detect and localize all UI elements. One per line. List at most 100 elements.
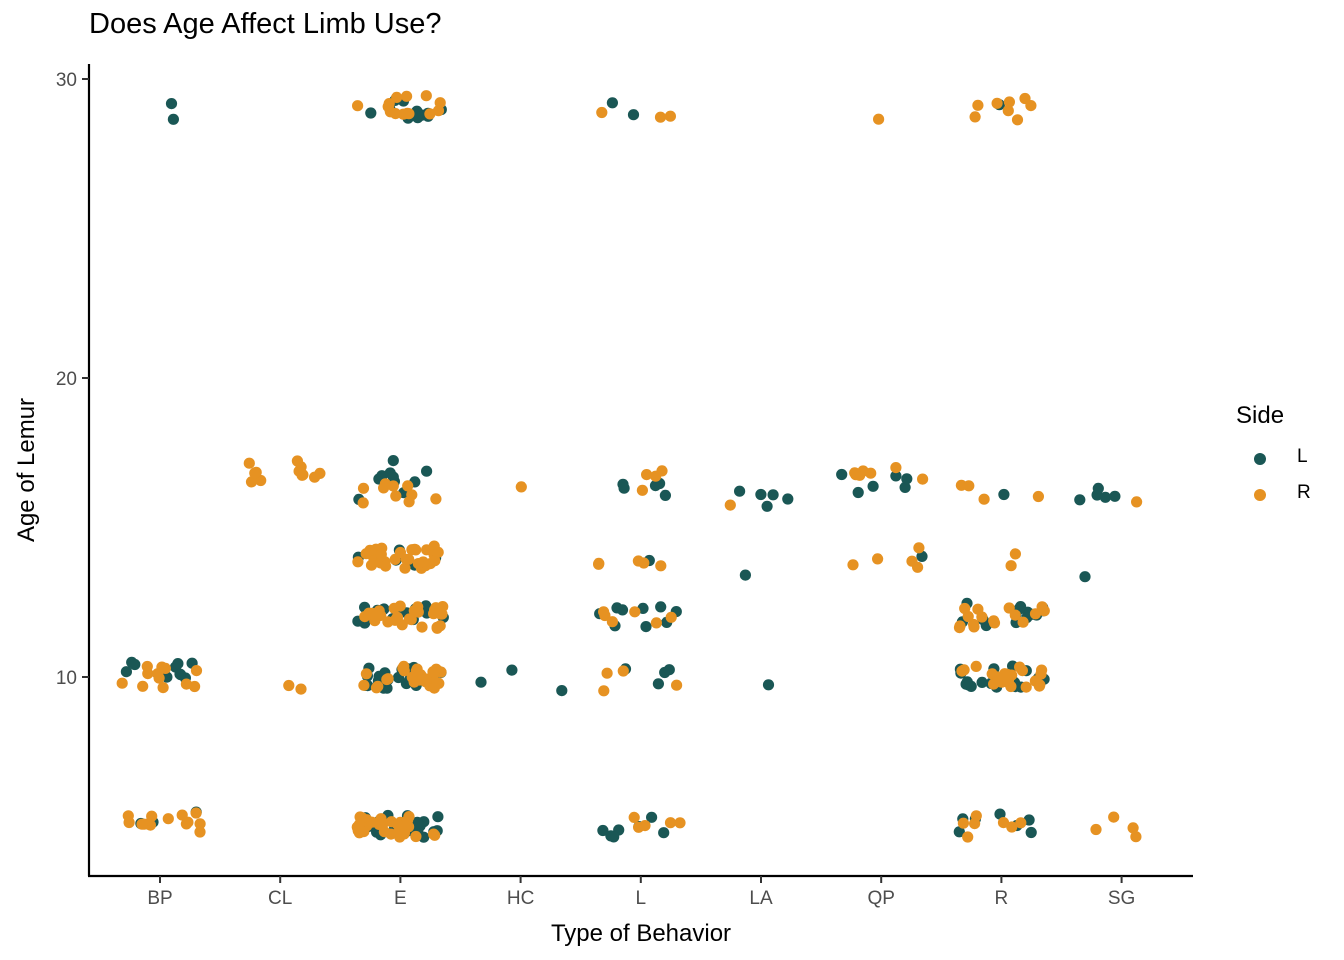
point-r-bp bbox=[157, 682, 169, 694]
point-r-bp bbox=[137, 680, 149, 692]
point-l-qp bbox=[836, 468, 848, 481]
point-l-bp bbox=[165, 98, 178, 110]
point-l-sg bbox=[1092, 482, 1104, 494]
y-tick-label: 30 bbox=[56, 70, 77, 91]
point-l-la bbox=[762, 679, 775, 691]
point-l-la bbox=[755, 488, 767, 501]
point-r-e bbox=[357, 497, 369, 509]
point-r-l bbox=[665, 611, 677, 623]
point-l-l bbox=[627, 109, 640, 121]
x-tick-label-sg: SG bbox=[1108, 888, 1135, 909]
point-r-e bbox=[401, 90, 413, 102]
point-r-r bbox=[991, 97, 1003, 109]
point-r-l bbox=[639, 820, 651, 832]
point-r-sg bbox=[1108, 811, 1120, 823]
point-r-r bbox=[972, 603, 984, 615]
point-r-e bbox=[416, 621, 428, 633]
point-r-r bbox=[1005, 560, 1017, 572]
point-r-e bbox=[382, 101, 394, 113]
point-r-qp bbox=[849, 467, 861, 479]
point-l-l bbox=[649, 480, 662, 492]
point-r-e bbox=[369, 610, 381, 623]
point-r-e bbox=[375, 548, 387, 561]
point-r-r bbox=[1020, 681, 1032, 693]
point-l-l bbox=[659, 489, 672, 501]
point-r-r bbox=[1036, 601, 1048, 613]
point-r-e bbox=[394, 546, 406, 559]
point-r-bp bbox=[182, 816, 194, 828]
point-r-e bbox=[377, 818, 389, 831]
point-r-e bbox=[420, 673, 432, 685]
x-tick-label-hc: HC bbox=[507, 888, 534, 909]
point-r-r bbox=[1015, 817, 1027, 829]
point-l-la bbox=[782, 493, 794, 505]
point-r-e bbox=[353, 818, 365, 831]
point-l-l bbox=[655, 601, 667, 613]
point-r-l bbox=[628, 811, 640, 824]
point-l-sg bbox=[1099, 491, 1111, 503]
point-l-bp bbox=[174, 668, 186, 680]
point-l-e bbox=[432, 811, 444, 823]
point-r-e bbox=[358, 679, 370, 691]
point-l-hc bbox=[475, 676, 487, 688]
x-tick-label-la: LA bbox=[749, 888, 773, 909]
points-layer bbox=[116, 90, 1143, 843]
point-r-qp bbox=[912, 561, 924, 573]
point-r-e bbox=[403, 613, 415, 625]
point-l-la bbox=[767, 489, 779, 501]
point-r-r bbox=[957, 817, 970, 829]
point-r-e bbox=[392, 818, 404, 831]
point-r-r bbox=[978, 493, 990, 505]
point-l-l bbox=[597, 824, 609, 837]
point-r-l bbox=[674, 817, 686, 829]
point-r-r bbox=[970, 660, 982, 673]
point-r-sg bbox=[1127, 822, 1139, 834]
point-r-qp bbox=[873, 113, 885, 125]
point-r-r bbox=[988, 617, 1001, 629]
point-r-e bbox=[406, 489, 418, 501]
point-r-hc bbox=[515, 481, 527, 493]
point-r-l bbox=[632, 555, 645, 567]
point-r-l bbox=[629, 606, 641, 618]
point-r-r bbox=[997, 817, 1010, 829]
point-l-la bbox=[734, 485, 746, 497]
point-r-e bbox=[378, 482, 390, 494]
point-r-r bbox=[958, 664, 970, 676]
point-r-bp bbox=[122, 810, 134, 822]
point-r-cl bbox=[297, 469, 309, 481]
point-r-l bbox=[650, 617, 663, 629]
point-r-e bbox=[387, 480, 399, 492]
point-l-r bbox=[961, 676, 973, 688]
point-l-la bbox=[739, 569, 752, 581]
x-tick-label-r: R bbox=[995, 888, 1009, 909]
point-r-r bbox=[963, 480, 975, 492]
point-l-sg bbox=[1109, 490, 1121, 502]
point-r-l bbox=[636, 484, 649, 496]
point-r-bp bbox=[136, 818, 148, 830]
point-r-l bbox=[598, 685, 610, 697]
point-r-e bbox=[402, 814, 414, 826]
point-l-e bbox=[412, 108, 424, 121]
point-l-l bbox=[606, 97, 619, 109]
x-tick-label-cl: CL bbox=[268, 888, 292, 909]
point-r-sg bbox=[1090, 823, 1102, 836]
point-r-e bbox=[382, 673, 394, 685]
point-l-bp bbox=[172, 658, 184, 670]
point-r-e bbox=[389, 614, 401, 626]
point-l-l bbox=[608, 831, 620, 843]
point-r-e bbox=[412, 558, 424, 570]
point-r-cl bbox=[249, 467, 261, 479]
point-r-r bbox=[969, 111, 981, 123]
point-r-cl bbox=[245, 476, 258, 488]
point-r-e bbox=[403, 108, 415, 120]
point-r-l bbox=[601, 667, 613, 679]
point-r-l bbox=[617, 665, 629, 677]
point-r-e bbox=[397, 662, 409, 674]
point-l-la bbox=[761, 500, 773, 512]
point-r-r bbox=[1025, 100, 1037, 112]
point-r-r bbox=[1032, 490, 1044, 503]
point-r-r bbox=[1011, 114, 1024, 126]
point-r-bp bbox=[162, 813, 174, 825]
legend-swatch-r bbox=[1254, 489, 1266, 501]
point-r-e bbox=[352, 100, 364, 112]
